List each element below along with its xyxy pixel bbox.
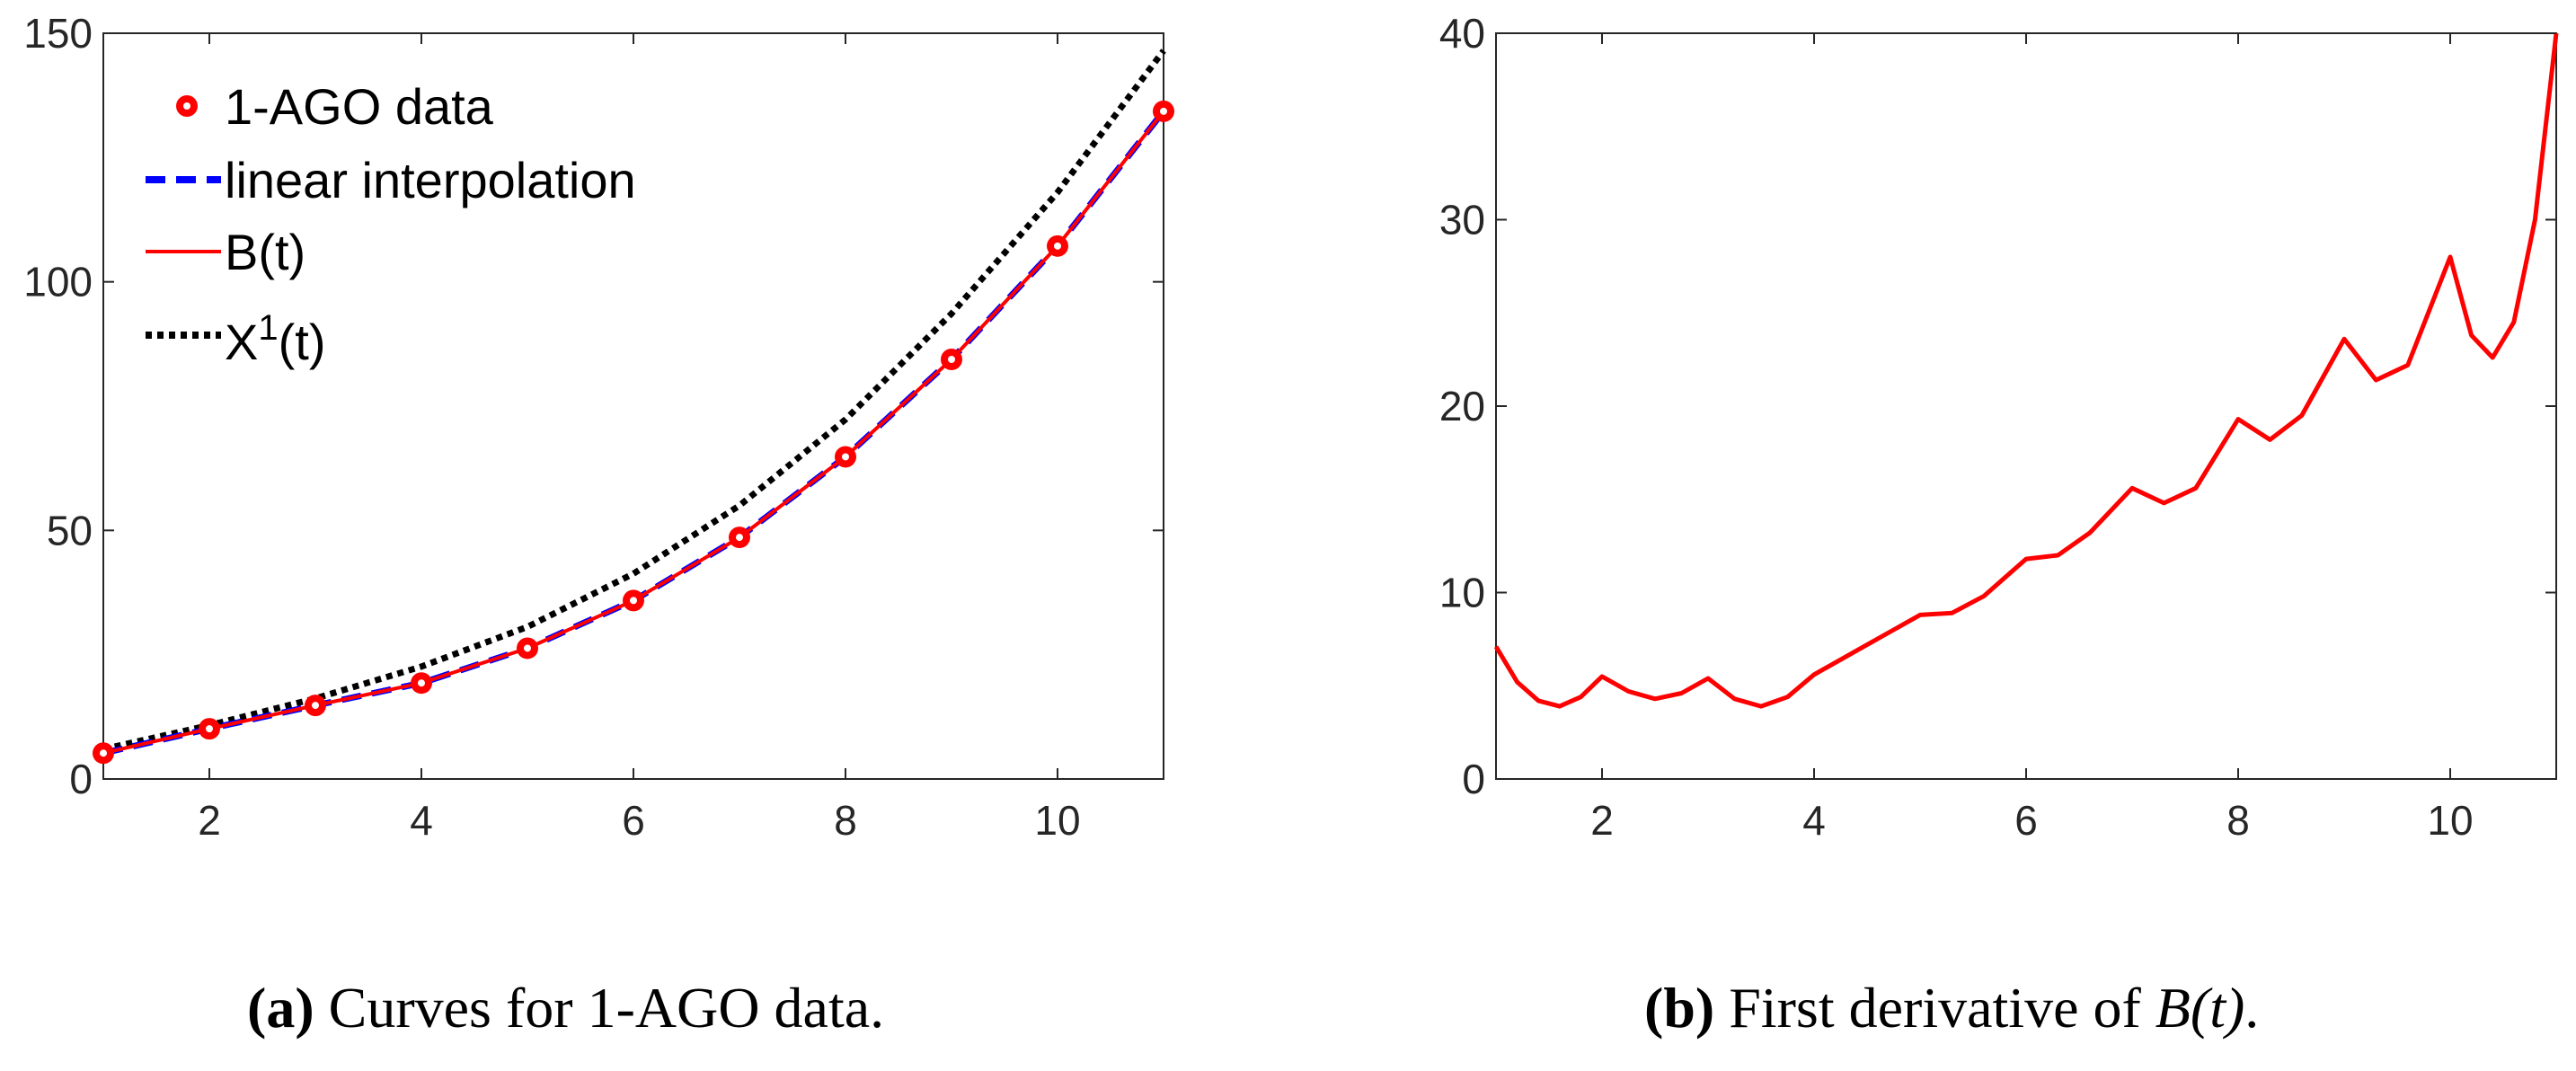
legend-label-x1-t: X1(t)	[225, 308, 325, 370]
legend-label-linear-interpolation: linear interpolation	[225, 152, 636, 208]
chart-a-point-center-1-ago-data	[1160, 107, 1167, 115]
legend-label-x1-t-suffix: (t)	[279, 314, 326, 370]
caption-b-label: (b)	[1644, 976, 1715, 1040]
chart-a-point-center-1-ago-data	[206, 725, 213, 733]
chart-b-ytick-label: 10	[1439, 570, 1485, 616]
chart-a-point-center-1-ago-data	[1054, 242, 1061, 250]
chart-b-series-b-t	[1493, 32, 2559, 709]
caption-b-math: B(t)	[2155, 976, 2245, 1040]
chart-a-xtick-label: 6	[622, 797, 645, 844]
chart-b-axes-box	[1495, 32, 2557, 780]
chart-a-xtick-label: 2	[198, 797, 221, 844]
chart-a-point-center-1-ago-data	[736, 534, 743, 542]
caption-b-text: First derivative of	[1729, 976, 2141, 1040]
legend-label-1-ago: 1-AGO data	[225, 78, 494, 135]
chart-b-ytick-label: 20	[1439, 383, 1485, 429]
chart-a-legend: 1-AGO data linear interpolation B(t) X1(…	[146, 78, 636, 370]
chart-a-point-center-1-ago-data	[842, 453, 849, 461]
chart-a-point-center-1-ago-data	[312, 702, 319, 710]
chart-a-point-center-1-ago-data	[100, 749, 107, 757]
chart-b-xtick-label: 10	[2427, 797, 2473, 844]
chart-a-point-center-1-ago-data	[630, 597, 637, 605]
caption-a-label: (a)	[247, 976, 314, 1040]
chart-a-ytick-label: 50	[47, 507, 93, 553]
chart-a-ytick-label: 0	[69, 756, 93, 802]
chart-a-point-center-1-ago-data	[948, 355, 955, 363]
chart-a-point-center-1-ago-data	[418, 679, 425, 687]
caption-a-text: Curves for 1-AGO data.	[328, 976, 885, 1040]
legend-label-x1-t-superscript: 1	[258, 308, 278, 348]
chart-b-ytick-label: 0	[1462, 756, 1485, 802]
chart-a-series-group	[93, 49, 1174, 765]
legend-label-b-t: B(t)	[225, 224, 305, 280]
caption-b: (b) First derivative of B(t).	[1644, 975, 2259, 1041]
chart-a-xtick-label: 8	[834, 797, 857, 844]
chart-b-xtick-label: 2	[1590, 797, 1614, 844]
chart-b-xtick-label: 6	[2014, 797, 2038, 844]
chart-a-ytick-label: 150	[23, 10, 93, 57]
chart-b: 2 4 6 8 10 0 10 20 30 40	[1439, 10, 2559, 844]
chart-b-series-group	[1493, 32, 2559, 709]
chart-b-ytick-label: 30	[1439, 197, 1485, 243]
chart-a-point-center-1-ago-data	[524, 644, 531, 652]
chart-b-xtick-label: 8	[2226, 797, 2250, 844]
chart-b-ytick-label: 40	[1439, 10, 1485, 57]
chart-a-axes-box	[102, 32, 1164, 780]
legend-marker-1-ago-center	[183, 102, 190, 110]
caption-b-suffix: .	[2244, 976, 2260, 1040]
chart-b-xtick-label: 4	[1802, 797, 1826, 844]
legend-label-x1-t-base: X	[225, 314, 258, 370]
chart-b-ticks: 2 4 6 8 10 0 10 20 30 40	[1439, 10, 2556, 844]
chart-a-ytick-label: 100	[23, 259, 93, 305]
caption-a: (a) Curves for 1-AGO data.	[247, 975, 884, 1041]
chart-a-xtick-label: 10	[1034, 797, 1080, 844]
chart-a-xtick-label: 4	[410, 797, 433, 844]
